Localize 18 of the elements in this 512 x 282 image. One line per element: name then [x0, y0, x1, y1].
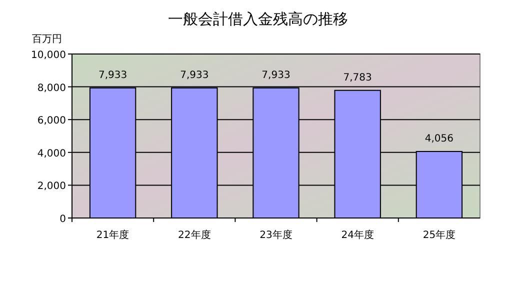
chart-title: 一般会計借入金残高の推移: [168, 10, 348, 28]
x-tick-label: 25年度: [422, 229, 456, 241]
y-tick-label: 0: [60, 214, 66, 225]
data-label: 7,783: [343, 72, 372, 84]
x-tick-label: 22年度: [178, 229, 211, 241]
data-label: 7,933: [262, 70, 290, 81]
y-tick-label: 6,000: [37, 116, 66, 127]
y-tick-label: 2,000: [37, 181, 66, 192]
x-tick-label: 21年度: [96, 229, 130, 241]
data-label: 7,933: [180, 70, 209, 81]
y-tick-label: 8,000: [37, 82, 66, 94]
x-tick-label: 23年度: [260, 229, 292, 241]
y-axis-title: 百万円: [32, 34, 62, 45]
x-tick-label: 24年度: [341, 229, 374, 241]
y-tick-label: 4,000: [37, 148, 66, 160]
data-label: 7,933: [98, 70, 128, 81]
data-label: 4,056: [424, 133, 454, 144]
y-tick-label: 10,000: [31, 50, 66, 61]
